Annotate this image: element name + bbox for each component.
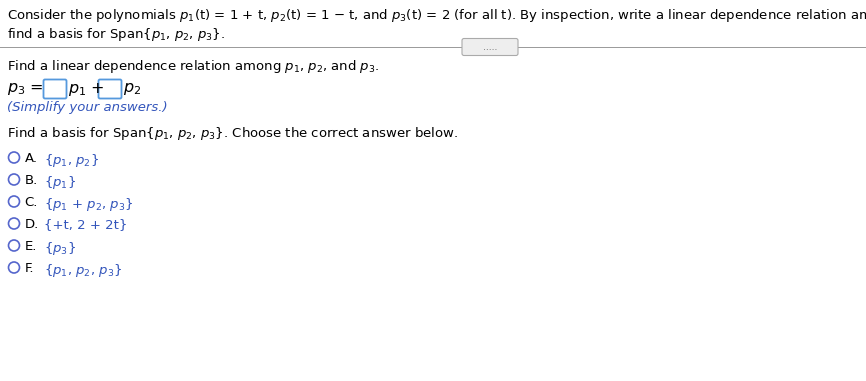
- FancyBboxPatch shape: [99, 80, 121, 99]
- Text: $p_2$: $p_2$: [123, 81, 141, 97]
- Text: {$p_3$}: {$p_3$}: [43, 240, 75, 257]
- Text: .....: .....: [483, 43, 497, 52]
- Text: {$p_1$, $p_2$, $p_3$}: {$p_1$, $p_2$, $p_3$}: [43, 262, 121, 279]
- Text: {$p_1$, $p_2$}: {$p_1$, $p_2$}: [43, 152, 99, 169]
- Text: find a basis for Span$\{p_1$, $p_2$, $p_3\}$.: find a basis for Span$\{p_1$, $p_2$, $p_…: [7, 26, 225, 43]
- Text: {$p_1$ + $p_2$, $p_3$}: {$p_1$ + $p_2$, $p_3$}: [43, 196, 132, 213]
- Text: A.: A.: [24, 152, 37, 165]
- Text: C.: C.: [24, 196, 38, 209]
- Text: Find a linear dependence relation among $p_1$, $p_2$, and $p_3$.: Find a linear dependence relation among …: [7, 58, 379, 75]
- Text: $p_3$ =: $p_3$ =: [7, 81, 43, 97]
- FancyBboxPatch shape: [462, 38, 518, 56]
- Text: {$p_1$}: {$p_1$}: [43, 174, 75, 191]
- FancyBboxPatch shape: [43, 80, 67, 99]
- Text: E.: E.: [24, 240, 37, 253]
- Text: D.: D.: [24, 218, 39, 231]
- Text: {+t, 2 + 2t}: {+t, 2 + 2t}: [43, 218, 127, 231]
- Text: (Simplify your answers.): (Simplify your answers.): [7, 101, 168, 114]
- Text: $p_1$ +: $p_1$ +: [68, 81, 105, 98]
- Text: B.: B.: [24, 174, 38, 187]
- Text: Consider the polynomials $p_1$(t) = 1 + t, $p_2$(t) = 1 $-$ t, and $p_3$(t) = 2 : Consider the polynomials $p_1$(t) = 1 + …: [7, 7, 866, 24]
- Text: Find a basis for Span$\{p_1$, $p_2$, $p_3\}$. Choose the correct answer below.: Find a basis for Span$\{p_1$, $p_2$, $p_…: [7, 125, 458, 142]
- Text: F.: F.: [24, 262, 34, 275]
